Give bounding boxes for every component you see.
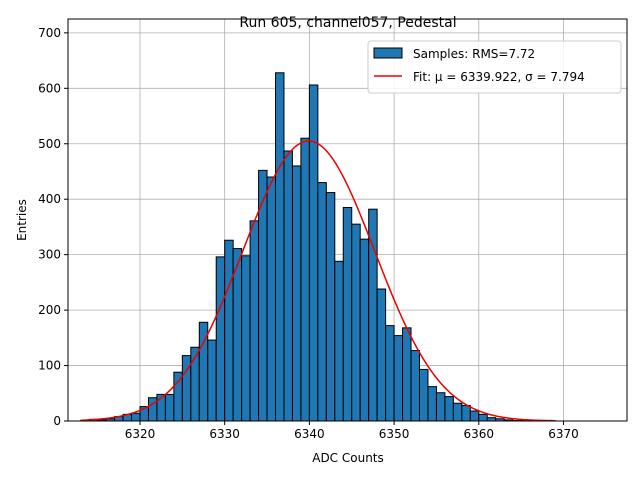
histogram-bar <box>393 335 404 422</box>
histogram-bar <box>173 371 183 422</box>
x-axis-label: ADC Counts <box>312 451 384 465</box>
legend: Samples: RMS=7.72 Fit: μ = 6339.922, σ =… <box>367 40 622 94</box>
histogram-bar <box>461 404 471 422</box>
y-tick-label-0: 0 <box>53 414 61 428</box>
y-tick-label-6: 600 <box>38 81 61 95</box>
histogram-bar <box>224 239 234 422</box>
histogram-bar <box>266 176 277 422</box>
histogram-bar <box>402 327 412 422</box>
histogram-bar <box>275 72 285 422</box>
histogram-bar <box>215 256 226 422</box>
histogram-bar <box>291 165 302 422</box>
y-axis-label: Entries <box>15 199 29 241</box>
y-tick-label-1: 100 <box>38 359 61 373</box>
histogram-bar <box>241 255 251 422</box>
histogram-bar <box>385 325 395 422</box>
y-tick-label-7: 700 <box>38 26 61 40</box>
plot-frame <box>67 18 628 422</box>
gaussian-fit-line <box>80 140 556 422</box>
x-tick-label-2: 6340 <box>294 427 325 441</box>
chart-title: Run 605, channel057, Pedestal <box>239 15 456 31</box>
histogram-bar <box>368 208 378 422</box>
histogram-bar <box>376 288 387 422</box>
histogram-bars <box>80 72 556 422</box>
histogram-bar <box>334 260 344 422</box>
histogram-bar <box>325 192 336 422</box>
histogram-bar <box>469 410 480 422</box>
histogram-bar <box>435 392 446 422</box>
histogram-bar <box>232 248 243 422</box>
x-tick-label-3: 6350 <box>379 427 410 441</box>
histogram-bar <box>478 413 488 422</box>
histogram-bar <box>249 220 260 422</box>
histogram-bar <box>351 223 361 422</box>
y-tick-label-5: 500 <box>38 137 61 151</box>
x-tick-label-1: 6330 <box>209 427 240 441</box>
histogram-bar <box>444 396 454 422</box>
histogram-bar <box>452 402 463 422</box>
legend-histogram-label: Samples: RMS=7.72 <box>413 47 535 61</box>
x-tick-label-5: 6370 <box>548 427 579 441</box>
histogram-bar <box>410 350 420 422</box>
histogram-bar <box>342 207 353 422</box>
histogram-bar <box>359 238 370 422</box>
legend-box <box>367 40 622 94</box>
histogram-bar <box>131 412 141 422</box>
y-tick-label-2: 200 <box>38 303 61 317</box>
histogram-bar <box>427 386 437 422</box>
y-tick-label-3: 300 <box>38 248 61 262</box>
histogram-bar <box>300 137 310 422</box>
x-axis-ticks: 6320 6330 6340 6350 6360 6370 <box>125 421 579 441</box>
histogram-bar <box>317 182 327 422</box>
y-axis-ticks: 0 100 200 300 400 500 600 700 <box>38 26 68 428</box>
x-tick-label-4: 6360 <box>464 427 495 441</box>
histogram-bar <box>283 150 293 422</box>
y-tick-label-4: 400 <box>38 192 61 206</box>
x-tick-label-0: 6320 <box>125 427 156 441</box>
histogram-bar <box>418 368 429 422</box>
histogram-bar <box>164 393 175 422</box>
legend-histogram-swatch <box>373 47 403 59</box>
histogram-bar <box>207 339 217 422</box>
legend-fit-label: Fit: μ = 6339.922, σ = 7.794 <box>413 70 585 84</box>
histogram-bar <box>308 84 319 422</box>
